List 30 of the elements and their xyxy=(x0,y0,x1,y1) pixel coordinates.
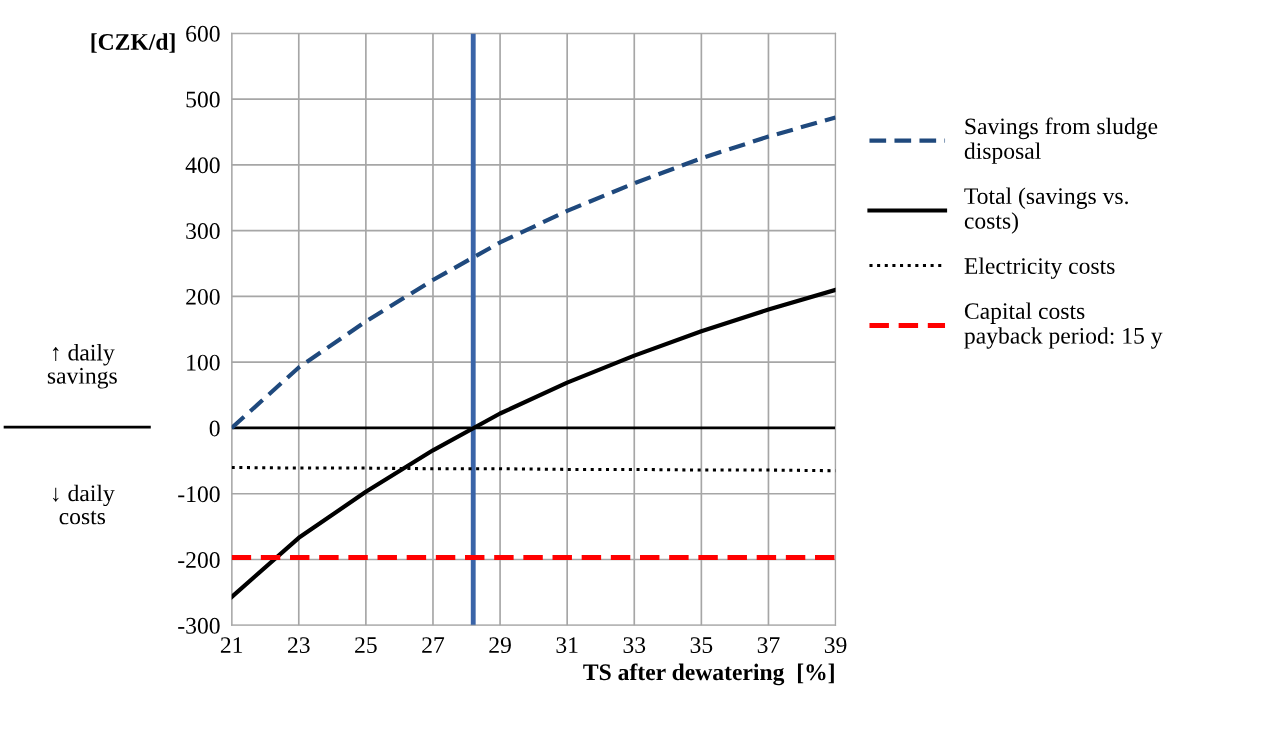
y-tick-label: 200 xyxy=(186,288,220,305)
legend-label: Capital costs payback period: 15 y xyxy=(964,302,1163,349)
x-tick-label: 27 xyxy=(422,637,445,653)
y-axis-title: [CZK/d] xyxy=(91,33,175,53)
x-tick-label: 39 xyxy=(824,637,847,654)
text: ↑ daily savings xyxy=(47,344,117,389)
y-tick-label: -300 xyxy=(178,617,220,634)
y-tick-label: 500 xyxy=(186,91,220,108)
x-tick-label: 23 xyxy=(288,637,310,654)
y-tick-label: 600 xyxy=(186,25,220,42)
x-tick-label: 25 xyxy=(355,637,377,654)
x-tick-label: 31 xyxy=(556,637,578,654)
x-tick-label: 37 xyxy=(757,637,780,654)
text: ↓ daily costs xyxy=(52,484,115,525)
legend-label: Electricity costs xyxy=(964,257,1115,279)
legend-label: Total (savings vs. costs) xyxy=(964,187,1128,234)
legend-label: Savings from sludge disposal xyxy=(964,117,1158,164)
x-tick-label: 29 xyxy=(489,637,511,654)
x-axis-title: TS after dewatering [%] xyxy=(583,663,834,686)
y-tick-label: 0 xyxy=(209,420,220,437)
line-series xyxy=(231,115,836,431)
x-tick-label: 21 xyxy=(220,637,243,653)
y-tick-label: -100 xyxy=(178,486,220,503)
line-series xyxy=(231,287,836,600)
y-tick-label: 300 xyxy=(186,223,220,240)
y-tick-label: 100 xyxy=(187,354,220,371)
y-tick-label: 400 xyxy=(185,157,220,174)
x-tick-label: 33 xyxy=(623,637,646,654)
y-tick-label: -200 xyxy=(178,552,220,568)
x-tick-label: 35 xyxy=(690,637,713,654)
